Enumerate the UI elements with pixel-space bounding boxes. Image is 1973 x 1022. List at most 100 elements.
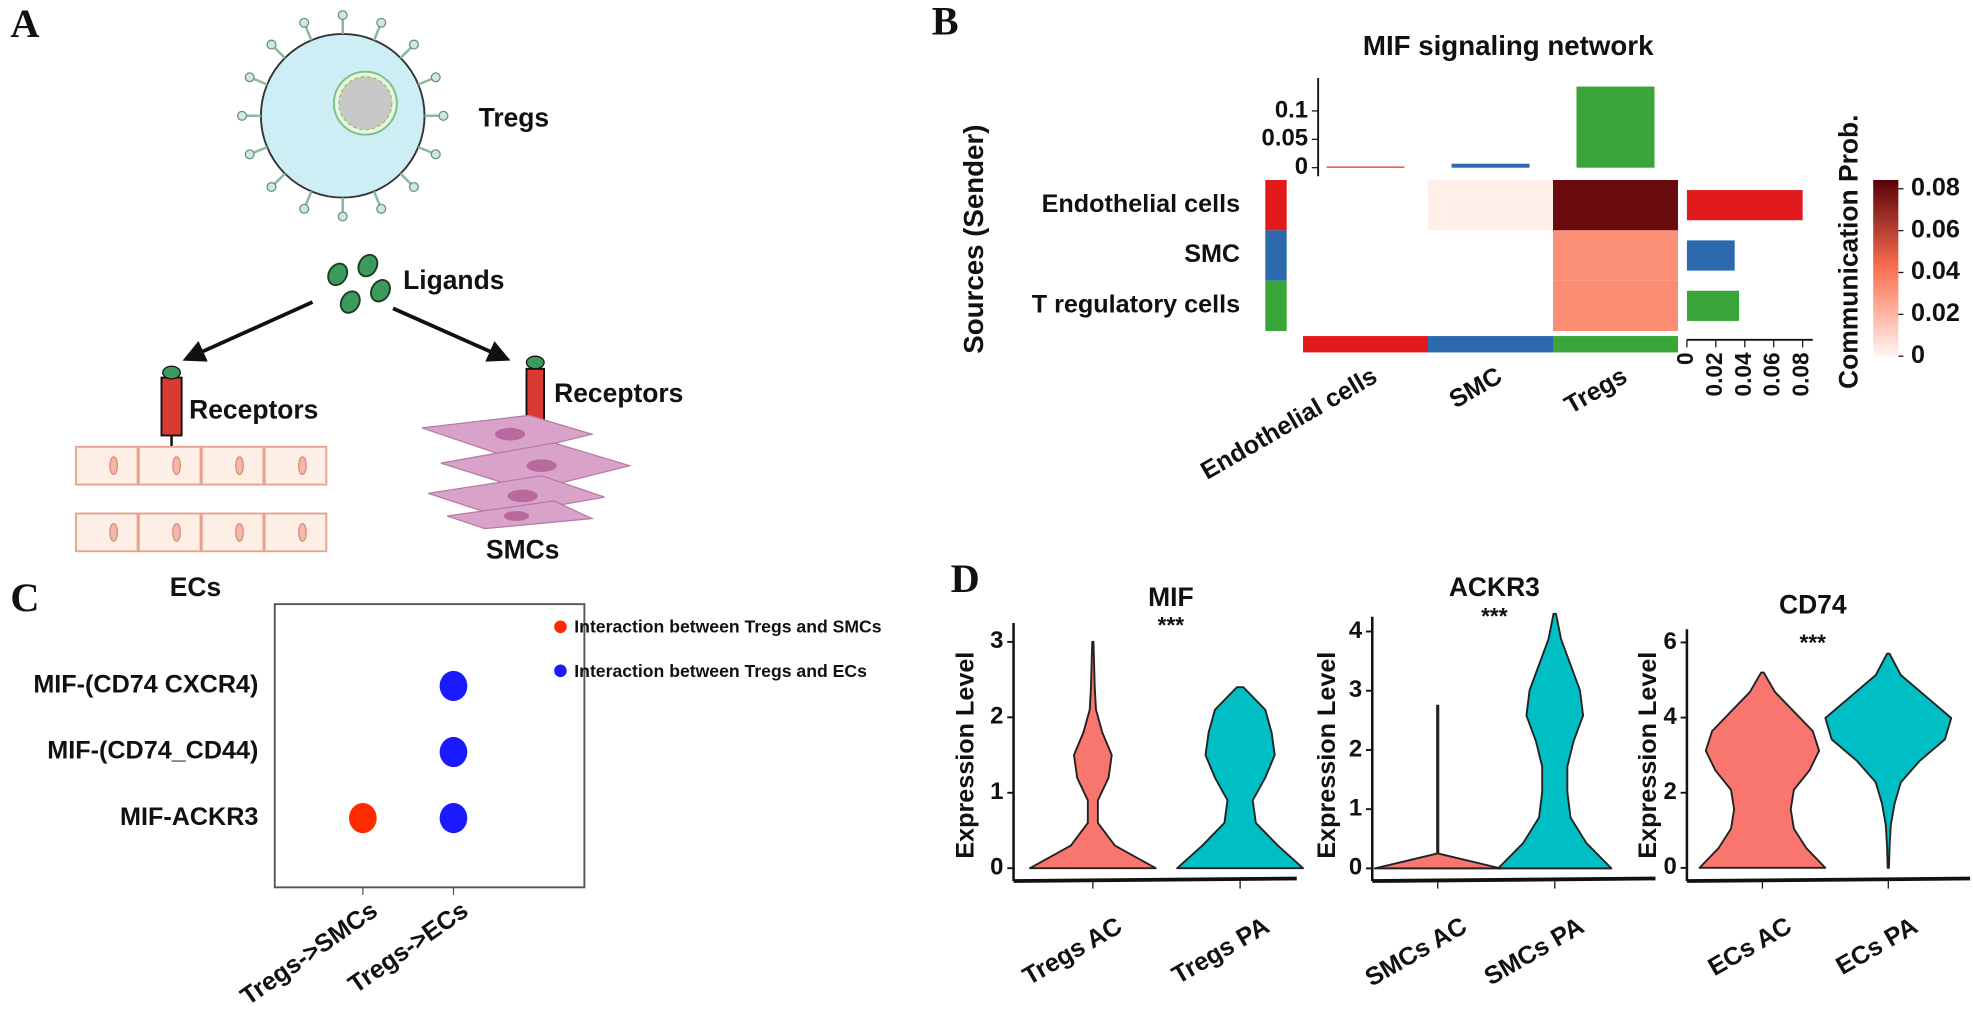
treg-cell bbox=[236, 10, 449, 222]
row-total-bar bbox=[1686, 190, 1803, 221]
surface-receptor bbox=[299, 17, 310, 28]
surface-receptor bbox=[337, 10, 348, 21]
y-tick-label: 4 bbox=[1349, 617, 1363, 644]
nucleus bbox=[298, 522, 307, 542]
y-tick-label: 0 bbox=[990, 854, 1003, 881]
subplot-title: MIF bbox=[1148, 582, 1194, 612]
column-label: Tregs bbox=[1560, 362, 1632, 420]
x-tick-label: ECs PA bbox=[1831, 912, 1922, 981]
column-total-bar bbox=[1451, 163, 1530, 168]
ligand-label: Ligands bbox=[403, 265, 504, 295]
column-label: SMC bbox=[1444, 362, 1506, 414]
y-tick-label: 0 bbox=[1664, 853, 1677, 880]
sender-color bbox=[1265, 280, 1287, 332]
ligand-particles bbox=[327, 253, 391, 314]
endothelial-cell bbox=[200, 445, 265, 486]
sender-color bbox=[1265, 179, 1287, 231]
legend-label: Interaction between Tregs and ECs bbox=[574, 661, 867, 681]
y-tick-label: 2 bbox=[990, 703, 1003, 730]
surface-receptor bbox=[430, 72, 441, 83]
colorbar-label: Communication Prob. bbox=[1834, 114, 1864, 389]
smc-cells bbox=[421, 414, 633, 530]
surface-receptor bbox=[430, 149, 441, 160]
x-tick-label: SMCs AC bbox=[1360, 912, 1471, 992]
tick-label: 0.02 bbox=[1701, 352, 1727, 396]
violin bbox=[1176, 686, 1304, 870]
heatmap-cell bbox=[1553, 280, 1678, 332]
y-tick-label: 6 bbox=[1664, 628, 1677, 655]
surface-receptor bbox=[376, 203, 387, 214]
receptor bbox=[525, 355, 546, 423]
arrow bbox=[182, 300, 314, 362]
receiver-color bbox=[1303, 336, 1429, 353]
nucleus bbox=[172, 456, 181, 476]
y-tick-label: 1 bbox=[1349, 794, 1362, 821]
endothelial-cell bbox=[263, 445, 328, 486]
column-total-bar bbox=[1326, 166, 1405, 168]
axis-line bbox=[1686, 876, 1971, 883]
legend-marker bbox=[554, 664, 567, 678]
endothelial-layer bbox=[74, 445, 328, 553]
surface-receptor bbox=[438, 110, 449, 121]
surface-receptor bbox=[337, 211, 348, 222]
column-total-bar bbox=[1576, 86, 1655, 168]
y-tick-label: MIF-(CD74 CXCR4) bbox=[33, 671, 258, 699]
dot bbox=[349, 803, 377, 834]
row-label: T regulatory cells bbox=[1032, 291, 1240, 319]
tick-label: 0.06 bbox=[1759, 352, 1785, 396]
y-tick-label: 3 bbox=[990, 627, 1003, 654]
endothelial-cell bbox=[137, 512, 202, 553]
heatmap-cell bbox=[1553, 179, 1678, 231]
plot-frame bbox=[273, 603, 586, 889]
nucleus bbox=[109, 522, 119, 542]
row-total-bar bbox=[1686, 290, 1740, 321]
endothelial-cell bbox=[74, 445, 139, 486]
arrow bbox=[392, 306, 511, 362]
subplot-title: CD74 bbox=[1779, 590, 1847, 620]
y-axis-label: Expression Level bbox=[952, 652, 980, 859]
receiver-color bbox=[1428, 336, 1554, 353]
axis-line bbox=[1013, 876, 1297, 883]
cell-label: Tregs bbox=[479, 103, 550, 133]
axis-line bbox=[1372, 876, 1656, 883]
nucleus bbox=[109, 456, 119, 476]
tick-label: 0.04 bbox=[1730, 352, 1756, 396]
column-label: Endothelial cells bbox=[1196, 362, 1382, 486]
surface-receptor bbox=[266, 39, 277, 50]
surface-receptor bbox=[299, 203, 310, 214]
y-tick-label: 3 bbox=[1349, 676, 1362, 703]
tick-label: 0.1 bbox=[1275, 96, 1308, 123]
colorbar-tick-label: 0.08 bbox=[1911, 173, 1960, 201]
violin bbox=[1373, 704, 1502, 870]
y-tick-label: 4 bbox=[1664, 703, 1678, 730]
significance: *** bbox=[1800, 629, 1827, 655]
chart-title: MIF signaling network bbox=[1363, 30, 1654, 61]
violin bbox=[1028, 640, 1157, 870]
panel-label: C bbox=[10, 575, 39, 620]
receptor bbox=[160, 365, 183, 449]
legend-label: Interaction between Tregs and SMCs bbox=[574, 617, 881, 637]
dot bbox=[439, 736, 468, 768]
significance: *** bbox=[1481, 603, 1508, 629]
row-label: SMC bbox=[1184, 240, 1240, 268]
y-tick-label: MIF-(CD74_CD44) bbox=[47, 737, 258, 765]
y-tick-label: 2 bbox=[1349, 735, 1362, 762]
y-tick-label: 1 bbox=[990, 778, 1003, 805]
sender-color bbox=[1265, 230, 1287, 281]
y-axis-label: Expression Level bbox=[1313, 652, 1341, 859]
surface-receptor bbox=[408, 181, 419, 193]
violin bbox=[1824, 652, 1953, 869]
panel-label: A bbox=[10, 1, 39, 46]
nucleus bbox=[172, 522, 181, 542]
y-axis-label: Expression Level bbox=[1634, 652, 1662, 859]
row-total-bar bbox=[1686, 240, 1735, 271]
y-axis-label: Sources (Sender) bbox=[958, 125, 989, 354]
dot bbox=[439, 670, 468, 702]
x-tick-label: Tregs AC bbox=[1018, 912, 1127, 991]
legend-marker bbox=[554, 620, 567, 634]
tick-label: 0.05 bbox=[1262, 125, 1309, 152]
colorbar-tick-label: 0 bbox=[1911, 341, 1925, 369]
panel-label: D bbox=[951, 556, 980, 601]
nucleus bbox=[298, 456, 307, 476]
